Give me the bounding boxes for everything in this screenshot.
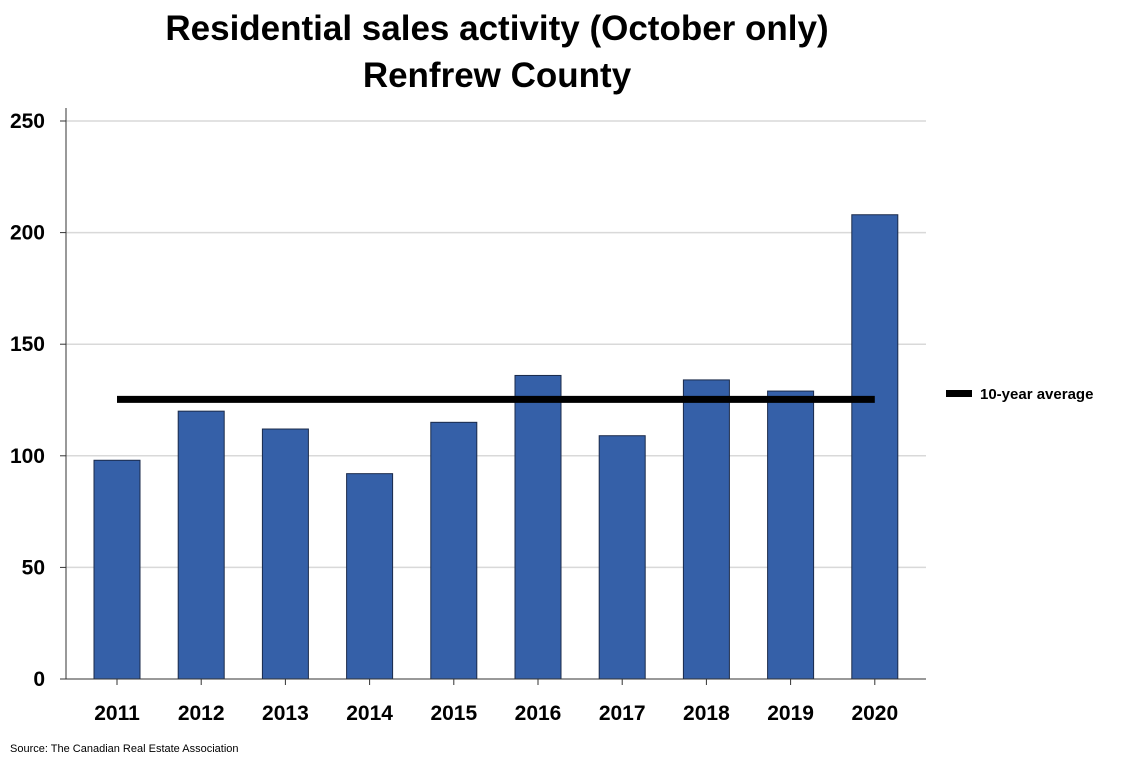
x-tick-label: 2013 xyxy=(262,702,309,725)
x-tick-label: 2014 xyxy=(346,702,393,725)
bar-2011 xyxy=(93,459,141,680)
bar-2019 xyxy=(767,390,815,680)
y-tick-label: 150 xyxy=(10,333,45,356)
x-tick-label: 2017 xyxy=(599,702,646,725)
legend: 10-year average xyxy=(946,386,1093,403)
bar-2015 xyxy=(430,421,478,680)
x-axis-ticks: 2011 2012 2013 2014 2015 2016 2017 2018 2019 2020 xyxy=(94,679,898,725)
bar-2012 xyxy=(177,410,225,680)
source-note: Source: The Canadian Real Estate Associa… xyxy=(10,743,239,755)
y-tick-label: 250 xyxy=(10,110,45,133)
bar-2013 xyxy=(261,428,309,680)
y-tick-label: 50 xyxy=(22,556,45,579)
chart-subtitle: Renfrew County xyxy=(363,56,632,95)
y-tick-label: 0 xyxy=(33,668,45,691)
y-tick-label: 100 xyxy=(10,445,45,468)
x-tick-label: 2016 xyxy=(515,702,562,725)
x-tick-label: 2018 xyxy=(683,702,730,725)
x-tick-label: 2011 xyxy=(94,702,140,725)
legend-label-average: 10-year average xyxy=(980,386,1093,403)
bars xyxy=(93,214,899,680)
bar-2016 xyxy=(514,374,562,680)
bar-2017 xyxy=(598,435,646,680)
x-tick-label: 2019 xyxy=(767,702,814,725)
chart-title: Residential sales activity (October only… xyxy=(165,9,828,48)
y-axis-ticks: 0 50 100 150 200 250 xyxy=(10,110,66,691)
bar-2020 xyxy=(851,214,899,680)
y-tick-label: 200 xyxy=(10,222,45,245)
x-tick-label: 2012 xyxy=(178,702,225,725)
legend-swatch-average xyxy=(946,390,972,397)
bar-2018 xyxy=(682,379,730,680)
bar-2014 xyxy=(346,473,394,680)
x-tick-label: 2020 xyxy=(851,702,898,725)
x-tick-label: 2015 xyxy=(430,702,477,725)
